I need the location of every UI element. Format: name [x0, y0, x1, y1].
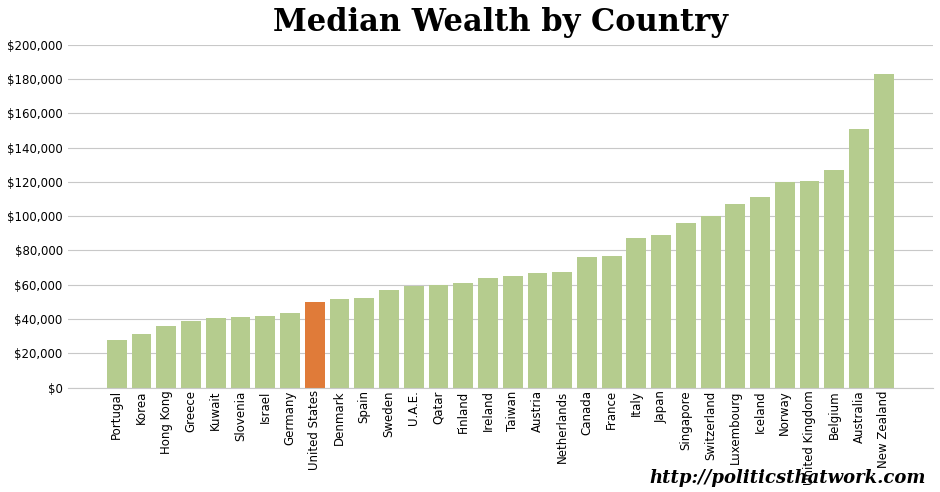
Bar [824, 170, 844, 388]
Bar [429, 285, 448, 388]
Bar [256, 316, 275, 388]
Bar [156, 326, 176, 388]
Bar [330, 299, 350, 388]
Bar [478, 278, 498, 388]
Bar [379, 290, 399, 388]
Bar [206, 318, 226, 388]
Title: Median Wealth by Country: Median Wealth by Country [273, 7, 728, 38]
Bar [181, 321, 201, 388]
Bar [602, 256, 621, 388]
Bar [280, 313, 300, 388]
Bar [404, 285, 424, 388]
Bar [726, 204, 745, 388]
Bar [700, 216, 721, 388]
Bar [503, 276, 523, 388]
Text: http://politicsthatwork.com: http://politicsthatwork.com [650, 469, 926, 487]
Bar [577, 257, 597, 388]
Bar [651, 235, 671, 388]
Bar [230, 317, 250, 388]
Bar [874, 74, 894, 388]
Bar [626, 239, 647, 388]
Bar [553, 272, 572, 388]
Bar [849, 129, 869, 388]
Bar [750, 197, 770, 388]
Bar [676, 223, 696, 388]
Bar [527, 273, 547, 388]
Bar [305, 302, 324, 388]
Bar [107, 339, 127, 388]
Bar [775, 182, 794, 388]
Bar [800, 181, 820, 388]
Bar [453, 283, 473, 388]
Bar [354, 299, 374, 388]
Bar [132, 335, 151, 388]
